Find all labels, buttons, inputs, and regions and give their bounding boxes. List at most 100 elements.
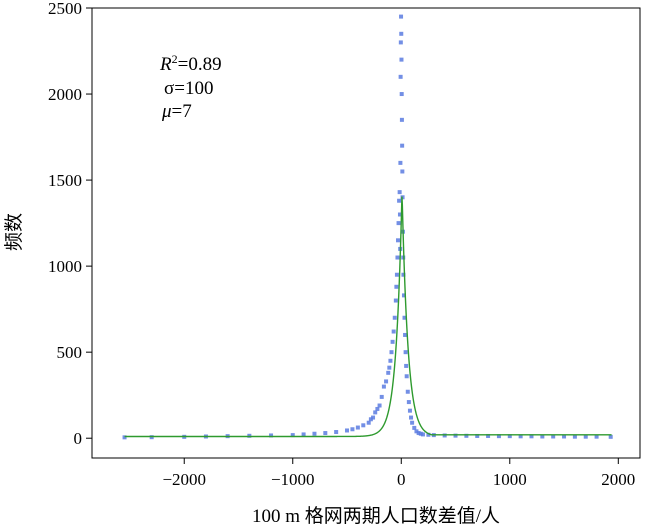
data-point [405,389,410,394]
data-point [453,433,458,438]
data-point [406,400,411,405]
data-point [290,433,295,438]
data-point [373,410,378,415]
data-point [399,14,404,19]
data-point [414,429,419,434]
plot-frame [91,7,641,459]
data-point [398,74,403,79]
data-point [396,238,401,243]
r2-annotation: R2=0.89 [159,52,222,75]
x-tick-label: 1000 [493,470,527,489]
data-point [395,255,400,260]
y-tick-label: 0 [74,429,83,448]
data-point [269,433,274,438]
data-point [384,379,389,384]
y-tick-label: 500 [57,343,83,362]
data-point [398,40,403,45]
y-tick-label: 2500 [48,0,82,18]
data-point [366,420,371,425]
data-point [388,358,393,363]
y-tick-label: 1000 [48,257,82,276]
data-point [323,431,328,436]
data-point [410,420,415,425]
data-point [529,434,534,439]
fit-curve [124,196,612,438]
data-point [301,432,306,437]
data-point [398,160,403,165]
data-point [404,363,409,368]
axes-group: −2000 −1000 0 1000 2000 0 500 1000 1500 2000 2500 [48,0,635,489]
data-point [379,394,384,399]
data-point [397,190,402,195]
data-point [496,434,501,439]
data-point [122,435,127,440]
data-point [420,432,425,437]
data-point [404,374,409,379]
annotation-box: R2=0.89 σ=100 μ=7 [159,52,222,122]
data-point [312,431,317,436]
data-point [518,434,523,439]
x-tick-label: −1000 [271,470,315,489]
data-point [416,431,421,436]
data-point [399,117,404,122]
data-point [334,430,339,435]
mu-value: =7 [172,101,192,122]
data-point [391,329,396,334]
data-point [393,298,398,303]
data-point [399,31,404,36]
data-point [594,434,599,439]
data-point [394,272,399,277]
y-axis-title: 频数 [3,213,25,251]
data-point [407,408,412,413]
data-point [475,433,480,438]
data-point [389,350,394,355]
data-point [486,433,491,438]
data-point [400,143,405,148]
data-point [403,350,408,355]
data-point [608,434,613,439]
r2-superscript: 2 [172,52,178,66]
data-point [402,315,407,320]
data-point [540,434,545,439]
mu-symbol: μ [161,101,172,122]
data-point [368,417,373,422]
x-tick-label: −2000 [162,470,206,489]
data-point [572,434,577,439]
data-point [409,415,414,420]
x-axis-title: 100 m 格网两期人口数差值/人 [252,505,500,527]
r2-value: =0.89 [178,54,222,75]
x-tick-label: 0 [397,470,406,489]
data-point [377,403,382,408]
data-point [401,272,406,277]
data-point [464,433,469,438]
data-point [397,212,402,217]
data-point [507,434,512,439]
data-point [401,293,406,298]
data-point [562,434,567,439]
data-point [390,339,395,344]
data-point [412,425,417,430]
x-tick-label: 2000 [601,470,635,489]
r2-symbol: R [159,54,172,75]
data-point [392,315,397,320]
y-tick-label: 2000 [48,85,82,104]
data-point [583,434,588,439]
data-point [426,432,431,437]
data-point [397,198,402,203]
data-point [387,365,392,370]
data-point [399,92,404,97]
data-point [396,221,401,226]
data-point [361,423,366,428]
data-point [551,434,556,439]
data-point [375,406,380,411]
data-point [350,427,355,432]
data-point [418,431,423,436]
data-point [371,415,376,420]
data-point [381,384,386,389]
data-point [403,332,408,337]
data-point [400,169,405,174]
data-point [394,284,399,289]
data-point [355,425,360,430]
data-point [386,370,391,375]
